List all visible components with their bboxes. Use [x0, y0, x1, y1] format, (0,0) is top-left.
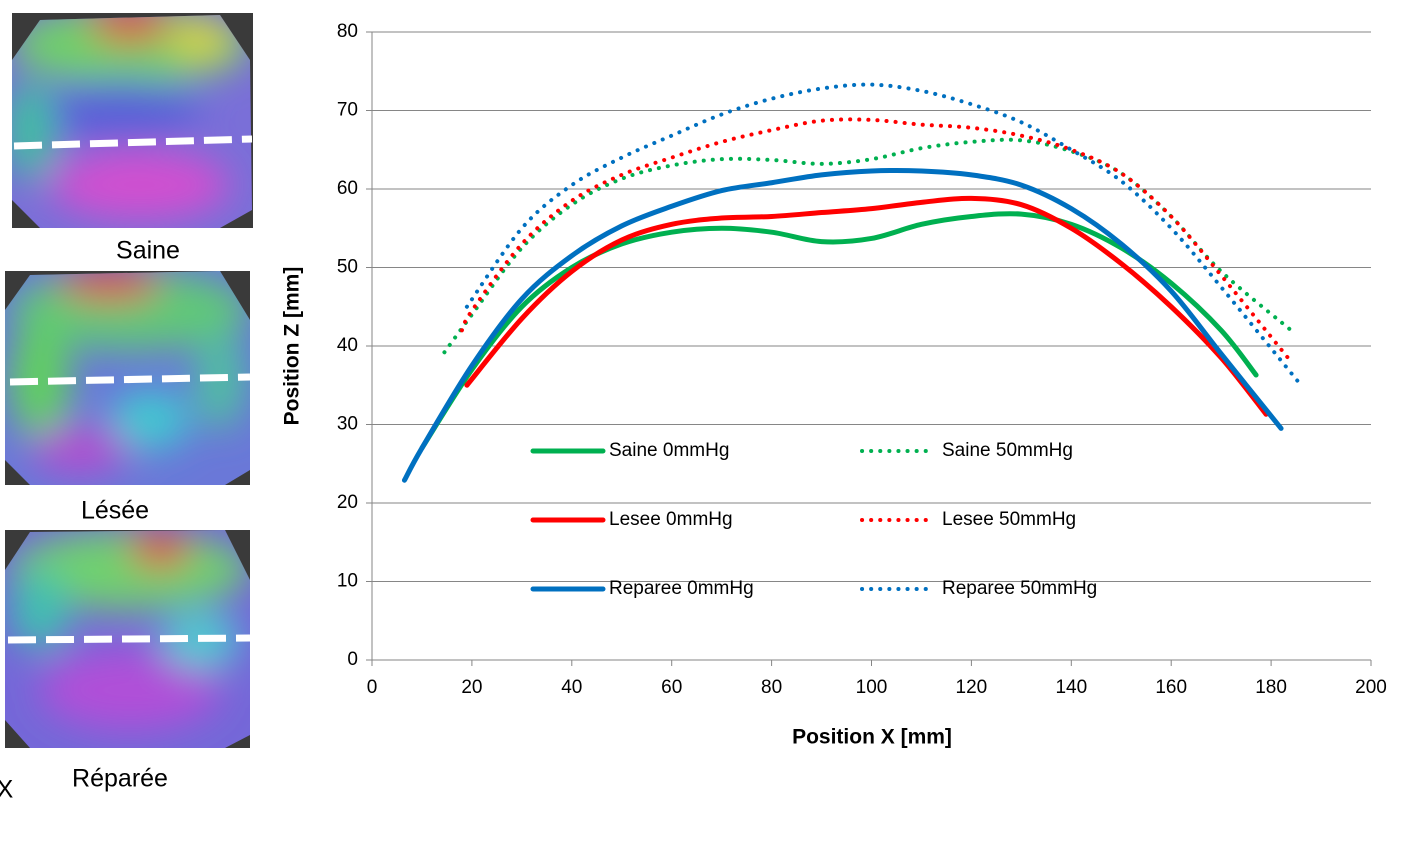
x-tick-label: 80: [761, 677, 782, 698]
panel-images: [5, 13, 253, 748]
x-axis-title: Position X [mm]: [792, 726, 952, 749]
x-tick-label: 20: [461, 677, 482, 698]
x-tick-label: 60: [661, 677, 682, 698]
x-tick-label: 200: [1355, 677, 1387, 698]
panel-label: Lésée: [81, 497, 149, 525]
series-line: [464, 82, 1304, 388]
x-tick-label: 180: [1255, 677, 1287, 698]
legend-label: Reparee 50mmHg: [942, 578, 1097, 599]
y-tick-label: 80: [337, 21, 358, 42]
panel-label: Réparée: [72, 765, 168, 793]
series-line: [459, 117, 1294, 364]
x-tick-label: 140: [1055, 677, 1087, 698]
y-tick-label: 70: [337, 100, 358, 121]
series-line: [401, 167, 1284, 483]
panel-label: Saine: [116, 237, 180, 265]
x-tick-label: 100: [856, 677, 888, 698]
y-tick-label: 60: [337, 178, 358, 199]
x-tick-label: 40: [561, 677, 582, 698]
legend-label: Saine 50mmHg: [942, 440, 1073, 461]
legend-label: Lesee 0mmHg: [609, 509, 733, 530]
y-tick-label: 40: [337, 335, 358, 356]
y-tick-label: 0: [347, 649, 358, 670]
y-tick-label: 50: [337, 257, 358, 278]
legend-label: Lesee 50mmHg: [942, 509, 1076, 530]
panel-saine: [12, 15, 252, 228]
x-tick-label: 120: [956, 677, 988, 698]
legend-label: Reparee 0mmHg: [609, 578, 754, 599]
corner-label: X: [0, 776, 14, 804]
x-tick-label: 0: [367, 677, 378, 698]
y-tick-label: 10: [337, 571, 358, 592]
series-line: [442, 137, 1294, 355]
y-tick-label: 20: [337, 492, 358, 513]
x-tick-label: 160: [1155, 677, 1187, 698]
legend-label: Saine 0mmHg: [609, 440, 729, 461]
series-line: [419, 211, 1259, 451]
y-tick-label: 30: [337, 414, 358, 435]
series-line: [464, 195, 1269, 417]
y-axis-title: Position Z [mm]: [281, 267, 304, 426]
